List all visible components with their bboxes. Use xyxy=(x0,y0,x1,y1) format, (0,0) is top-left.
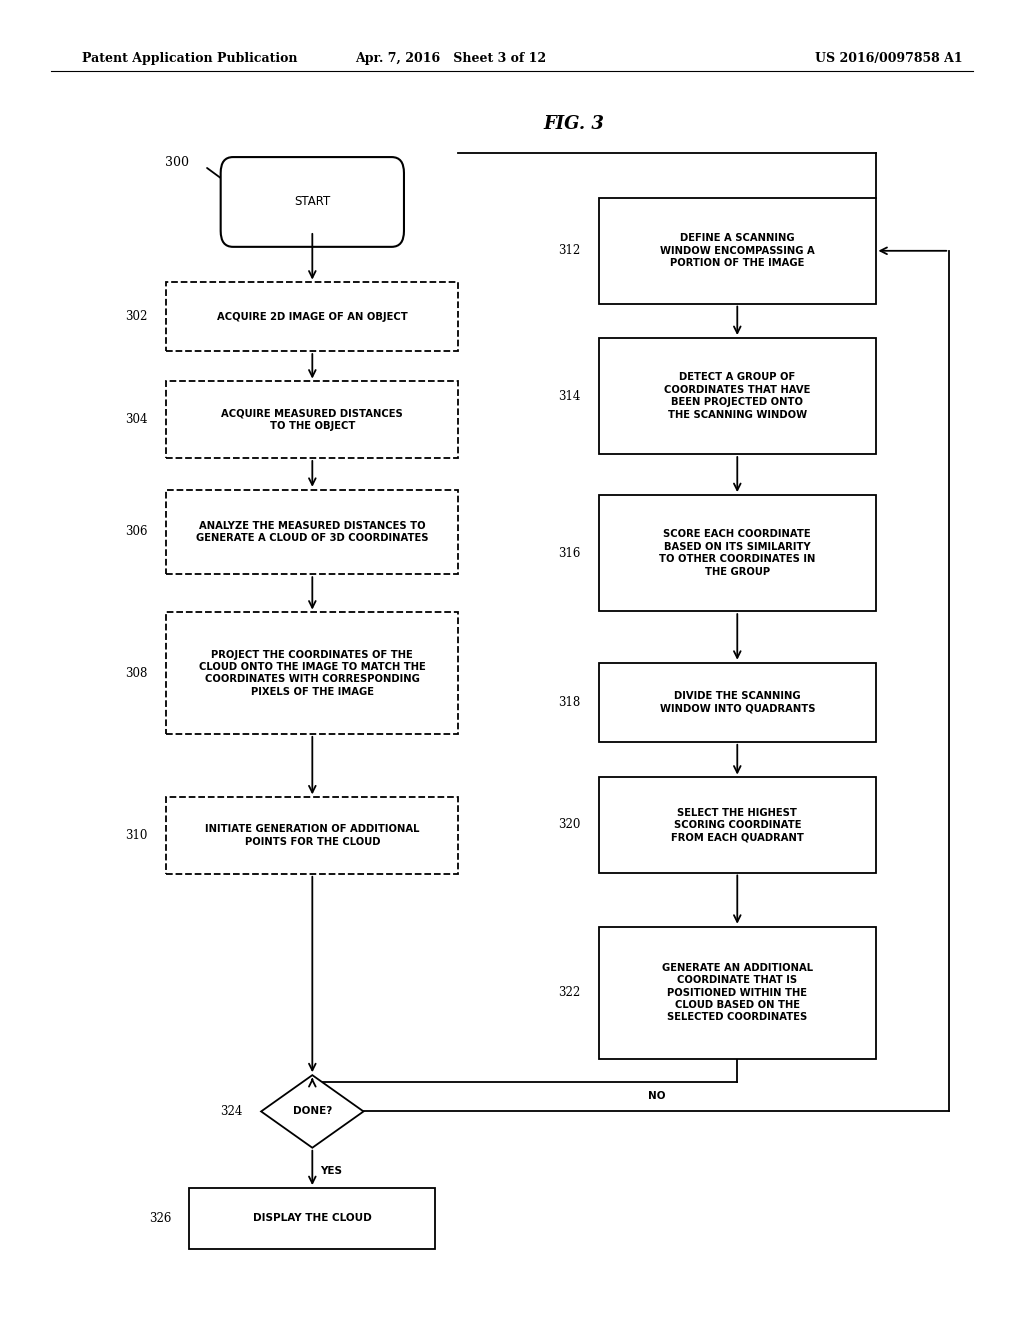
FancyBboxPatch shape xyxy=(166,612,459,734)
Text: 314: 314 xyxy=(558,389,581,403)
Text: DIVIDE THE SCANNING
WINDOW INTO QUADRANTS: DIVIDE THE SCANNING WINDOW INTO QUADRANT… xyxy=(659,692,815,713)
Text: NO: NO xyxy=(647,1090,666,1101)
Text: 316: 316 xyxy=(558,546,581,560)
Text: SCORE EACH COORDINATE
BASED ON ITS SIMILARITY
TO OTHER COORDINATES IN
THE GROUP: SCORE EACH COORDINATE BASED ON ITS SIMIL… xyxy=(659,529,815,577)
Text: PROJECT THE COORDINATES OF THE
CLOUD ONTO THE IMAGE TO MATCH THE
COORDINATES WIT: PROJECT THE COORDINATES OF THE CLOUD ONT… xyxy=(199,649,426,697)
FancyBboxPatch shape xyxy=(599,198,876,304)
Text: 324: 324 xyxy=(220,1105,243,1118)
FancyBboxPatch shape xyxy=(220,157,403,247)
Text: YES: YES xyxy=(321,1167,342,1176)
Text: 304: 304 xyxy=(126,413,148,426)
FancyBboxPatch shape xyxy=(599,663,876,742)
FancyBboxPatch shape xyxy=(189,1188,435,1249)
Text: ACQUIRE MEASURED DISTANCES
TO THE OBJECT: ACQUIRE MEASURED DISTANCES TO THE OBJECT xyxy=(221,409,403,430)
Text: US 2016/0097858 A1: US 2016/0097858 A1 xyxy=(815,51,963,65)
Text: DEFINE A SCANNING
WINDOW ENCOMPASSING A
PORTION OF THE IMAGE: DEFINE A SCANNING WINDOW ENCOMPASSING A … xyxy=(659,234,815,268)
FancyBboxPatch shape xyxy=(599,495,876,611)
Text: GENERATE AN ADDITIONAL
COORDINATE THAT IS
POSITIONED WITHIN THE
CLOUD BASED ON T: GENERATE AN ADDITIONAL COORDINATE THAT I… xyxy=(662,962,813,1023)
Text: 318: 318 xyxy=(558,696,581,709)
FancyBboxPatch shape xyxy=(599,338,876,454)
Text: DISPLAY THE CLOUD: DISPLAY THE CLOUD xyxy=(253,1213,372,1224)
Text: SELECT THE HIGHEST
SCORING COORDINATE
FROM EACH QUADRANT: SELECT THE HIGHEST SCORING COORDINATE FR… xyxy=(671,808,804,842)
FancyBboxPatch shape xyxy=(166,381,459,458)
Text: 300: 300 xyxy=(166,156,189,169)
Text: DONE?: DONE? xyxy=(293,1106,332,1117)
Text: ACQUIRE 2D IMAGE OF AN OBJECT: ACQUIRE 2D IMAGE OF AN OBJECT xyxy=(217,312,408,322)
Text: Patent Application Publication: Patent Application Publication xyxy=(82,51,297,65)
FancyBboxPatch shape xyxy=(166,797,459,874)
Text: 312: 312 xyxy=(558,244,581,257)
Text: INITIATE GENERATION OF ADDITIONAL
POINTS FOR THE CLOUD: INITIATE GENERATION OF ADDITIONAL POINTS… xyxy=(205,825,420,846)
Text: ANALYZE THE MEASURED DISTANCES TO
GENERATE A CLOUD OF 3D COORDINATES: ANALYZE THE MEASURED DISTANCES TO GENERA… xyxy=(196,521,429,543)
Text: 310: 310 xyxy=(126,829,148,842)
Text: 320: 320 xyxy=(558,818,581,832)
Text: DETECT A GROUP OF
COORDINATES THAT HAVE
BEEN PROJECTED ONTO
THE SCANNING WINDOW: DETECT A GROUP OF COORDINATES THAT HAVE … xyxy=(665,372,810,420)
FancyBboxPatch shape xyxy=(166,282,459,351)
Text: 302: 302 xyxy=(126,310,148,323)
FancyBboxPatch shape xyxy=(599,777,876,873)
Text: 322: 322 xyxy=(558,986,581,999)
Polygon shape xyxy=(261,1074,364,1147)
FancyBboxPatch shape xyxy=(166,490,459,574)
FancyBboxPatch shape xyxy=(599,927,876,1059)
Text: FIG. 3: FIG. 3 xyxy=(543,115,604,133)
Text: 326: 326 xyxy=(148,1212,171,1225)
Text: 308: 308 xyxy=(126,667,148,680)
Text: Apr. 7, 2016   Sheet 3 of 12: Apr. 7, 2016 Sheet 3 of 12 xyxy=(355,51,546,65)
Text: START: START xyxy=(294,195,331,209)
Text: 306: 306 xyxy=(126,525,148,539)
